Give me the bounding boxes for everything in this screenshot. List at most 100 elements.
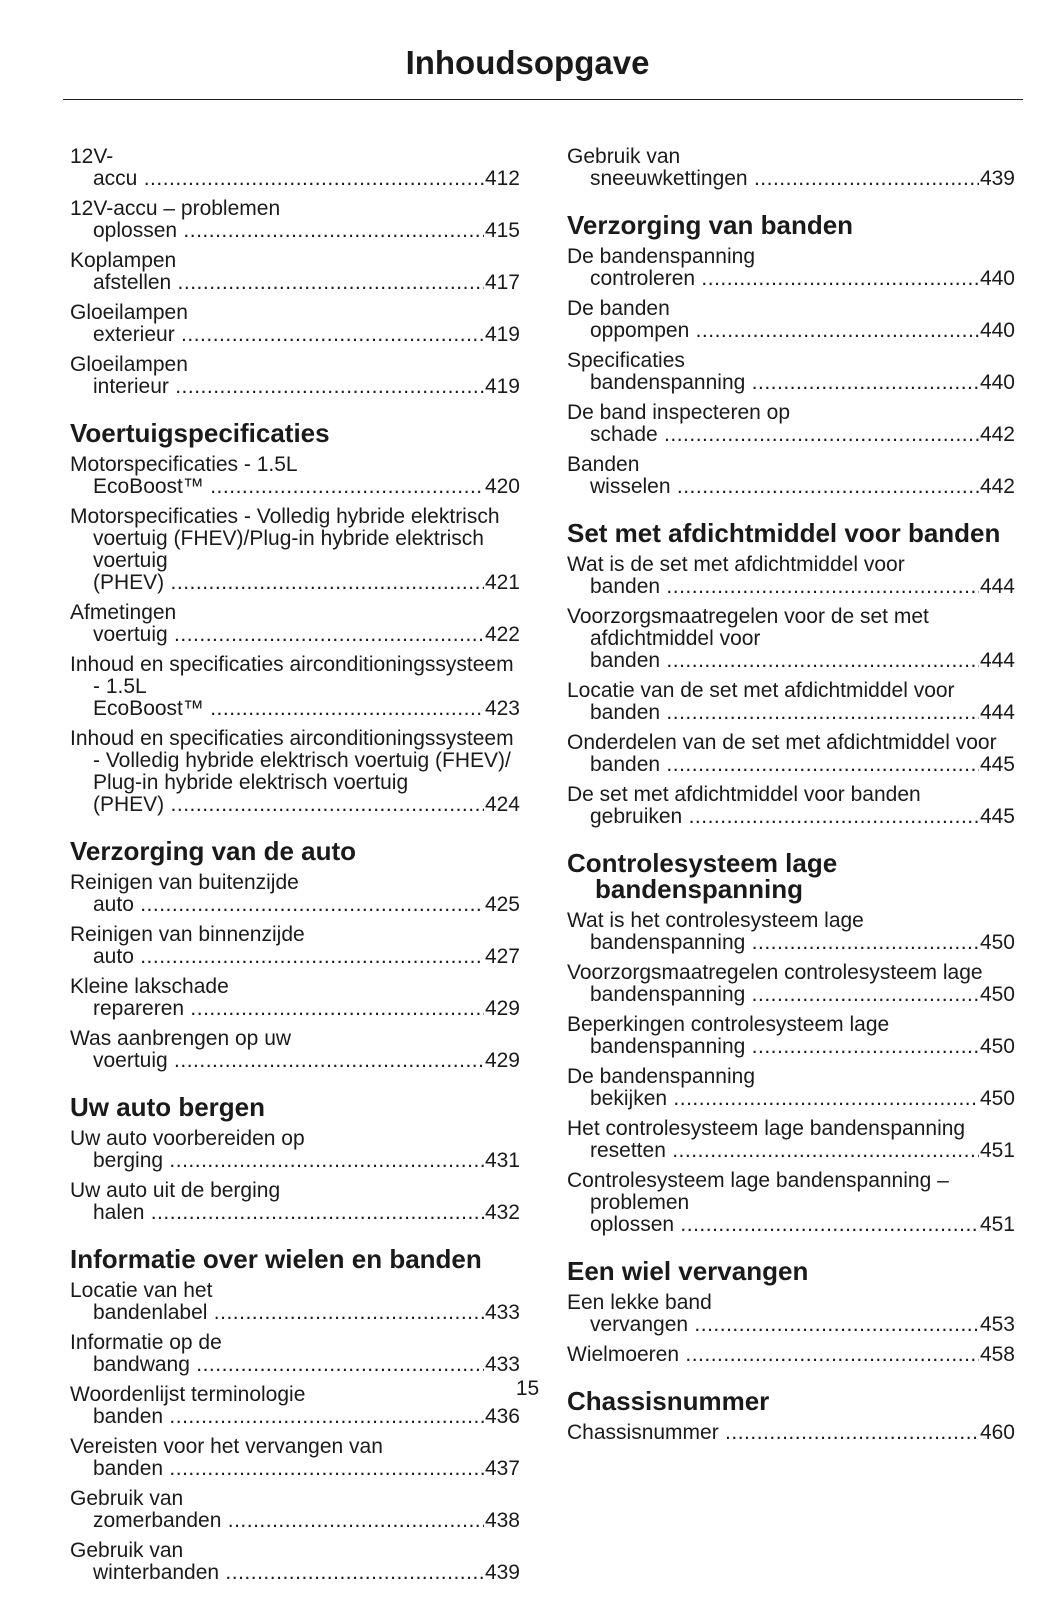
entry-page: 419 [483, 375, 520, 398]
toc-entry: Beperkingen controlesysteem lage bandens… [567, 1014, 1015, 1058]
entry-page: 444 [978, 649, 1015, 672]
toc-entry: Onderdelen van de set met afdichtmiddel … [567, 732, 1015, 776]
entry-text: Inhoud en specificaties airconditionings… [70, 654, 520, 720]
toc-entry: Gebruik van winterbanden439 [70, 1540, 520, 1584]
entry-page: 423 [483, 697, 520, 720]
entry-page: 429 [483, 997, 520, 1020]
entry-text: Banden wisselen [567, 454, 1015, 498]
toc-entry: 12V-accu – problemen oplossen415 [70, 198, 520, 242]
entry-text: Gebruik van zomerbanden [70, 1488, 520, 1532]
entry-page: 444 [978, 575, 1015, 598]
entry-page: 445 [978, 753, 1015, 776]
toc-entry: Locatie van het bandenlabel433 [70, 1280, 520, 1324]
entry-text: Wielmoeren [567, 1344, 1015, 1366]
entry-text: De band inspecteren op schade [567, 402, 1015, 446]
toc-column: Gebruik van sneeuwkettingen439 Verzorging… [567, 146, 1015, 1466]
toc-entry: Wielmoeren458 [567, 1344, 1015, 1366]
entry-page: 417 [483, 271, 520, 294]
toc-entry: Het controlesysteem lage bandenspanning … [567, 1118, 1015, 1162]
toc-entry: Motorspecificaties - Volledig hybride el… [70, 506, 520, 594]
entry-text: Beperkingen controlesysteem lage bandens… [567, 1014, 1015, 1058]
section-heading: Set met afdichtmiddel voor banden [567, 518, 1001, 548]
entry-page: 431 [483, 1149, 520, 1172]
entry-page: 445 [978, 805, 1015, 828]
toc-entry: Motorspecificaties - 1.5L EcoBoost™420 [70, 454, 520, 498]
entry-text: De banden oppompen [567, 298, 1015, 342]
entry-page: 450 [978, 931, 1015, 954]
section-heading: Verzorging van de auto [70, 836, 357, 866]
toc-entry: Gebruik van sneeuwkettingen439 [567, 146, 1015, 190]
toc-entry: Banden wisselen442 [567, 454, 1015, 498]
entry-text: Informatie op de bandwang [70, 1332, 520, 1376]
entry-page: 436 [483, 1405, 520, 1428]
entry-page: 453 [978, 1313, 1015, 1336]
page: Inhoudsopgave 12V-accu412 12V-accu – prob… [63, 44, 1023, 1584]
toc-section: Voertuigspecificaties Motorspecificaties … [70, 420, 520, 816]
entry-text: Controlesysteem lage bandenspanning – pr… [567, 1170, 1015, 1236]
entry-text: Reinigen van buitenzijde auto [70, 872, 520, 916]
entry-page: 429 [483, 1049, 520, 1072]
toc-entry: Woordenlijst terminologie banden436 [70, 1384, 520, 1428]
toc-entry: Reinigen van buitenzijde auto425 [70, 872, 520, 916]
toc-entry: Informatie op de bandwang433 [70, 1332, 520, 1376]
entry-page: 415 [483, 219, 520, 242]
entry-page: 450 [978, 983, 1015, 1006]
toc-section: ChassisnummerChassisnummer460 [567, 1388, 1015, 1444]
toc-section: Verzorging van banden De bandenspanning c… [567, 212, 1015, 498]
toc-entry: Voorzorgsmaatregelen voor de set met afd… [567, 606, 1015, 672]
entry-page: 440 [978, 371, 1015, 394]
entry-page: 433 [483, 1301, 520, 1324]
toc-entry: Reinigen van binnenzijde auto427 [70, 924, 520, 968]
entry-text: Was aanbrengen op uw voertuig [70, 1028, 520, 1072]
toc-entry: Een lekke band vervangen453 [567, 1292, 1015, 1336]
toc-entry: De bandenspanning bekijken450 [567, 1066, 1015, 1110]
entry-page: 442 [978, 423, 1015, 446]
section-heading: Controlesysteem lage bandenspanning [567, 848, 838, 904]
section-heading: Een wiel vervangen [567, 1256, 809, 1286]
toc-section: 12V-accu412 12V-accu – problemen oplossen… [70, 146, 520, 398]
entry-page: 420 [483, 475, 520, 498]
entry-text: Gebruik van winterbanden [70, 1540, 520, 1584]
toc-entry: Voorzorgsmaatregelen controlesysteem lag… [567, 962, 1015, 1006]
entry-page: 450 [978, 1035, 1015, 1058]
entry-text: Vereisten voor het vervangen van banden [70, 1436, 520, 1480]
entry-text: Voorzorgsmaatregelen controlesysteem lag… [567, 962, 1015, 1006]
toc-section: Informatie over wielen en banden Locatie … [70, 1246, 520, 1584]
toc-entry: Inhoud en specificaties airconditionings… [70, 654, 520, 720]
entry-text: Locatie van de set met afdichtmiddel voo… [567, 680, 1015, 724]
toc-entry: Chassisnummer460 [567, 1422, 1015, 1444]
title-rule [63, 99, 1023, 100]
entry-text: Uw auto voorbereiden op berging [70, 1128, 520, 1172]
toc-section: Controlesysteem lage bandenspanning Wat i… [567, 850, 1015, 1236]
entry-page: 412 [483, 167, 520, 190]
entry-page: 439 [978, 167, 1015, 190]
entry-page: 440 [978, 267, 1015, 290]
entry-page: 444 [978, 701, 1015, 724]
entry-page: 458 [978, 1344, 1015, 1366]
entry-page: 421 [483, 571, 520, 594]
toc-entry: Controlesysteem lage bandenspanning – pr… [567, 1170, 1015, 1236]
entry-page: 425 [483, 893, 520, 916]
entry-text: Locatie van het bandenlabel [70, 1280, 520, 1324]
entry-text: Een lekke band vervangen [567, 1292, 1015, 1336]
entry-text: Onderdelen van de set met afdichtmiddel … [567, 732, 1015, 776]
entry-text: 12V-accu [70, 146, 520, 190]
entry-text: Chassisnummer [567, 1422, 1015, 1444]
section-heading: Voertuigspecificaties [70, 418, 330, 448]
toc-entry: 12V-accu412 [70, 146, 520, 190]
entry-text: Gloeilampen exterieur [70, 302, 520, 346]
entry-text: De set met afdichtmiddel voor banden geb… [567, 784, 1015, 828]
toc-entry: Vereisten voor het vervangen van banden4… [70, 1436, 520, 1480]
toc-entry: De set met afdichtmiddel voor banden geb… [567, 784, 1015, 828]
entry-page: 433 [483, 1353, 520, 1376]
entry-page: 451 [978, 1213, 1015, 1236]
section-heading: Uw auto bergen [70, 1092, 266, 1122]
toc-entry: Was aanbrengen op uw voertuig429 [70, 1028, 520, 1072]
entry-text: Inhoud en specificaties airconditionings… [70, 728, 520, 816]
toc-section: Set met afdichtmiddel voor banden Wat is … [567, 520, 1015, 828]
page-number: 15 [515, 1377, 540, 1400]
entry-text: Specificaties bandenspanning [567, 350, 1015, 394]
section-heading: Informatie over wielen en banden [70, 1244, 482, 1274]
toc-entry: Gebruik van zomerbanden438 [70, 1488, 520, 1532]
entry-page: 450 [978, 1087, 1015, 1110]
